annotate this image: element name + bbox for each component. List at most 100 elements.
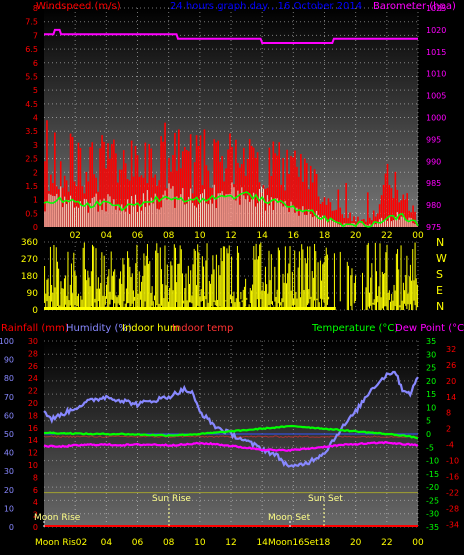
barometer-line xyxy=(44,28,418,44)
wind-x-tick-label: 02 xyxy=(69,231,80,241)
humidity-y-tick-label: 60 xyxy=(4,411,14,420)
legend-rainfall: Rainfall (mm) xyxy=(1,323,69,334)
wind-y-tick-label: 7 xyxy=(33,31,38,40)
legend-indoor-temp: Indoor temp xyxy=(172,323,233,334)
avg-wind-line xyxy=(43,191,419,228)
temperature-y-tick-label: 15 xyxy=(426,390,436,399)
legend-dew-point: Dew Point (°C) xyxy=(395,323,464,334)
temperature-y-tick-label: -25 xyxy=(426,496,439,505)
temperature-y-tick-label: -35 xyxy=(426,523,439,532)
moonset-label: Moon Set xyxy=(268,513,311,523)
wind-y-tick-label: 3 xyxy=(33,141,38,150)
wind-y-tick-label: 6 xyxy=(33,59,38,68)
wind-x-tick-label: 12 xyxy=(225,231,236,241)
dew-point-y-tick-label: -22 xyxy=(446,488,459,497)
barometer-y-tick-label: 985 xyxy=(426,179,441,188)
wind-x-tick-label: 08 xyxy=(163,231,175,241)
wind-y-tick-label: 8 xyxy=(33,4,38,13)
temp-x-tick-label: 20 xyxy=(350,538,362,548)
dew-point-y-tick-label: 32 xyxy=(446,345,456,354)
wind-y-tick-label: 2.5 xyxy=(25,155,38,164)
indoor-temperature-line xyxy=(43,435,419,439)
barometer-y-tick-label: 1015 xyxy=(426,48,446,57)
rainfall-y-tick-label: 24 xyxy=(28,374,38,383)
dew-point-y-tick-label: -10 xyxy=(446,457,459,466)
rainfall-y-tick-label: 8 xyxy=(33,473,38,482)
rainfall-y-tick-label: 0 xyxy=(33,523,38,532)
temp-x-tick-label: 18 xyxy=(319,538,331,548)
humidity-y-tick-label: 80 xyxy=(4,374,14,383)
temperature-y-tick-label: 5 xyxy=(426,417,431,426)
humidity-y-tick-label: 20 xyxy=(4,486,14,495)
dew-point-y-tick-label: 2 xyxy=(446,425,451,434)
rainfall-y-tick-label: 20 xyxy=(28,399,38,408)
rainfall-y-tick-label: 18 xyxy=(28,411,38,420)
rainfall-y-tick-label: 10 xyxy=(28,461,38,470)
temp-x-tick-label: 00 xyxy=(412,538,424,548)
wind-y-tick-label: 0.5 xyxy=(25,209,38,218)
compass-label: N xyxy=(436,236,444,249)
dew-point-line xyxy=(43,440,419,452)
compass-label: S xyxy=(436,268,443,281)
dew-point-y-tick-label: -4 xyxy=(446,441,454,450)
direction-y-tick-label: 360 xyxy=(21,238,38,248)
humidity-y-tick-label: 40 xyxy=(4,449,14,458)
temperature-y-tick-label: 10 xyxy=(426,403,436,412)
wind-x-tick-label: 16 xyxy=(288,231,300,241)
wind-x-tick-label: 04 xyxy=(101,231,113,241)
temp-x-tick-label: 12 xyxy=(225,538,236,548)
legend-humidity: Humidity (%) xyxy=(66,323,132,334)
temperature-y-tick-label: 30 xyxy=(426,350,436,359)
temperature-y-tick-label: 20 xyxy=(426,377,436,386)
compass-label: W xyxy=(436,252,447,265)
dew-point-y-tick-label: -16 xyxy=(446,473,459,482)
wind-y-tick-label: 7.5 xyxy=(25,18,38,27)
compass-label: N xyxy=(436,300,444,313)
wind-y-tick-label: 3.5 xyxy=(25,127,38,136)
temperature-y-tick-label: 0 xyxy=(426,430,431,439)
wind-y-tick-label: 4.5 xyxy=(25,100,38,109)
chart-title: 24 hours graph day , 16 October 2014 xyxy=(170,1,362,12)
rainfall-y-tick-label: 6 xyxy=(33,486,38,495)
temperature-line xyxy=(44,424,419,440)
barometer-y-tick-label: 1005 xyxy=(426,92,446,101)
rainfall-y-tick-label: 16 xyxy=(28,424,38,433)
legend-temperature: Temperature (°C) xyxy=(311,323,398,334)
direction-y-tick-label: 270 xyxy=(21,255,38,265)
rainfall-y-tick-label: 26 xyxy=(28,362,38,371)
rainfall-y-tick-label: 14 xyxy=(28,436,38,445)
rainfall-y-tick-label: 12 xyxy=(28,449,38,458)
wind-axis-title: Windspeed (m/s) xyxy=(36,1,121,12)
humidity-y-tick-label: 100 xyxy=(0,337,14,346)
barometer-y-tick-label: 1020 xyxy=(426,26,446,35)
wind-y-tick-label: 6.5 xyxy=(25,45,38,54)
wind-x-tick-label: 18 xyxy=(319,231,331,241)
temp-x-tick-label: 14 xyxy=(256,538,268,548)
direction-y-tick-label: 180 xyxy=(21,272,38,282)
rainfall-y-tick-label: 22 xyxy=(28,387,38,396)
barometer-axis-title: Barometer (hpa) xyxy=(373,1,456,12)
temperature-y-tick-label: -20 xyxy=(426,483,439,492)
temperature-y-tick-label: 25 xyxy=(426,364,436,373)
temperature-y-tick-label: -5 xyxy=(426,443,434,452)
barometer-y-tick-label: 1010 xyxy=(426,70,446,79)
legend-indoor-hum: Indoor hum xyxy=(122,323,180,334)
humidity-y-tick-label: 0 xyxy=(9,523,14,532)
barometer-y-tick-label: 1000 xyxy=(426,114,446,123)
rainfall-y-tick-label: 28 xyxy=(28,349,38,358)
temperature-y-tick-label: 35 xyxy=(426,337,436,346)
temp-x-tick-label: 04 xyxy=(101,538,113,548)
wind-y-tick-label: 5.5 xyxy=(25,72,38,81)
wind-x-tick-label: 20 xyxy=(350,231,362,241)
barometer-y-tick-label: 990 xyxy=(426,157,441,166)
temperature-y-tick-label: -30 xyxy=(426,510,439,519)
wind-y-tick-label: 2 xyxy=(33,168,38,177)
wind-y-tick-label: 5 xyxy=(33,86,38,95)
wind-y-tick-label: 1.5 xyxy=(25,182,38,191)
dew-point-y-tick-label: 14 xyxy=(446,393,456,402)
rainfall-y-tick-label: 2 xyxy=(33,511,38,520)
temp-x-tick-label: 10 xyxy=(194,538,206,548)
compass-label: E xyxy=(436,284,443,297)
humidity-y-tick-label: 50 xyxy=(4,430,14,439)
temp-x-tick-label-moonset: Moon16Set xyxy=(268,538,319,548)
